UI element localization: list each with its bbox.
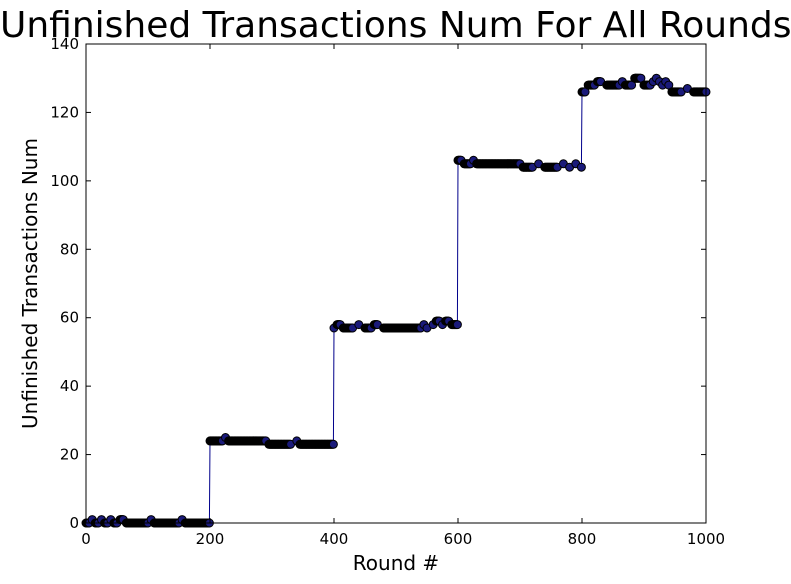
data-point — [576, 162, 586, 172]
y-tick-label: 20 — [60, 446, 79, 464]
x-tick-label: 600 — [444, 530, 473, 548]
data-point — [328, 439, 338, 449]
y-tick-label: 140 — [50, 35, 79, 53]
ticks-layer: 0 200 400 600 800 1000 0 20 40 60 80 100 120 140 — [50, 35, 725, 548]
y-axis-label: Unfinished Transactions Num — [18, 138, 42, 429]
series-layer — [81, 73, 711, 528]
x-tick-label: 800 — [568, 530, 597, 548]
x-axis-label: Round # — [353, 551, 439, 575]
x-tick-label: 400 — [320, 530, 349, 548]
y-tick-label: 100 — [50, 172, 79, 190]
chart-title: Unfinished Transactions Num For All Roun… — [0, 5, 791, 46]
x-tick-label: 200 — [196, 530, 225, 548]
y-tick-label: 60 — [60, 309, 79, 327]
x-tick-label: 0 — [81, 530, 91, 548]
series-line — [86, 77, 706, 524]
x-tick-label: 1000 — [687, 530, 725, 548]
y-tick-label: 120 — [50, 103, 79, 121]
data-point — [452, 320, 462, 330]
y-tick-label: 40 — [60, 377, 79, 395]
y-tick-label: 0 — [69, 514, 79, 532]
y-tick-label: 80 — [60, 240, 79, 258]
plot-frame — [85, 43, 707, 524]
